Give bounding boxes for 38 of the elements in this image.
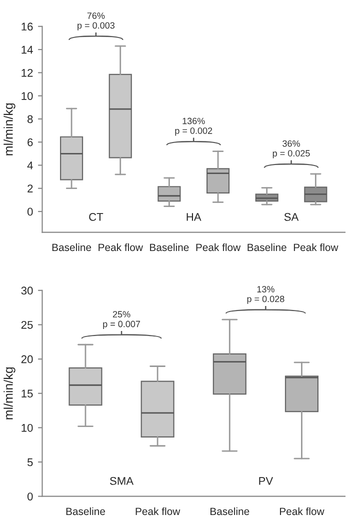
x-tick-label: Peak flow [136,507,180,516]
annotation: 25% p = 0.007 [103,311,140,329]
x-tick-label: Peak flow [280,507,324,516]
y-tick-label: 4 [27,162,33,170]
y-tick-label: 10 [22,424,33,432]
x-tick-label: Baseline [52,243,92,252]
y-tick-label: 0 [27,492,33,500]
y-tick-label: 25 [21,320,33,329]
y-tick-label: 0 [27,208,33,216]
y-tick-label: 8 [28,115,33,124]
annotation: PV [259,477,274,485]
annotation: 36% p = 0.025 [272,140,310,158]
annotation: SMA [110,477,134,485]
x-tick-label: Baseline [248,243,286,252]
x-tick-label: Baseline [210,507,250,516]
y-tick-label: 15 [22,390,33,398]
annotation: 136% p = 0.002 [175,118,212,136]
y-tick-label: 12 [22,68,33,77]
y-tick-label: 14 [22,46,33,54]
y-tick-label: 20 [21,355,33,364]
annotation: HA [186,213,202,221]
x-tick-label: Peak flow [294,243,338,252]
x-tick-label: Baseline [150,243,189,252]
annotation: SA [284,213,299,221]
y-tick-label: 10 [22,92,33,100]
annotation: CT [89,213,104,221]
y-axis-title: ml/min/kg [4,103,16,156]
y-tick-label: 30 [21,286,33,295]
y-tick-label: 2 [28,184,33,192]
y-tick-label: 5 [27,458,33,466]
x-tick-label: Baseline [66,507,106,516]
annotation: 13% p = 0.028 [247,286,284,304]
x-tick-label: Peak flow [98,243,143,252]
y-tick-label: 6 [28,138,33,146]
y-axis-title: ml/min/kg [4,367,16,420]
annotation: 76% p = 0.003 [78,12,115,30]
y-tick-label: 16 [22,22,33,31]
x-tick-label: Peak flow [196,243,241,252]
